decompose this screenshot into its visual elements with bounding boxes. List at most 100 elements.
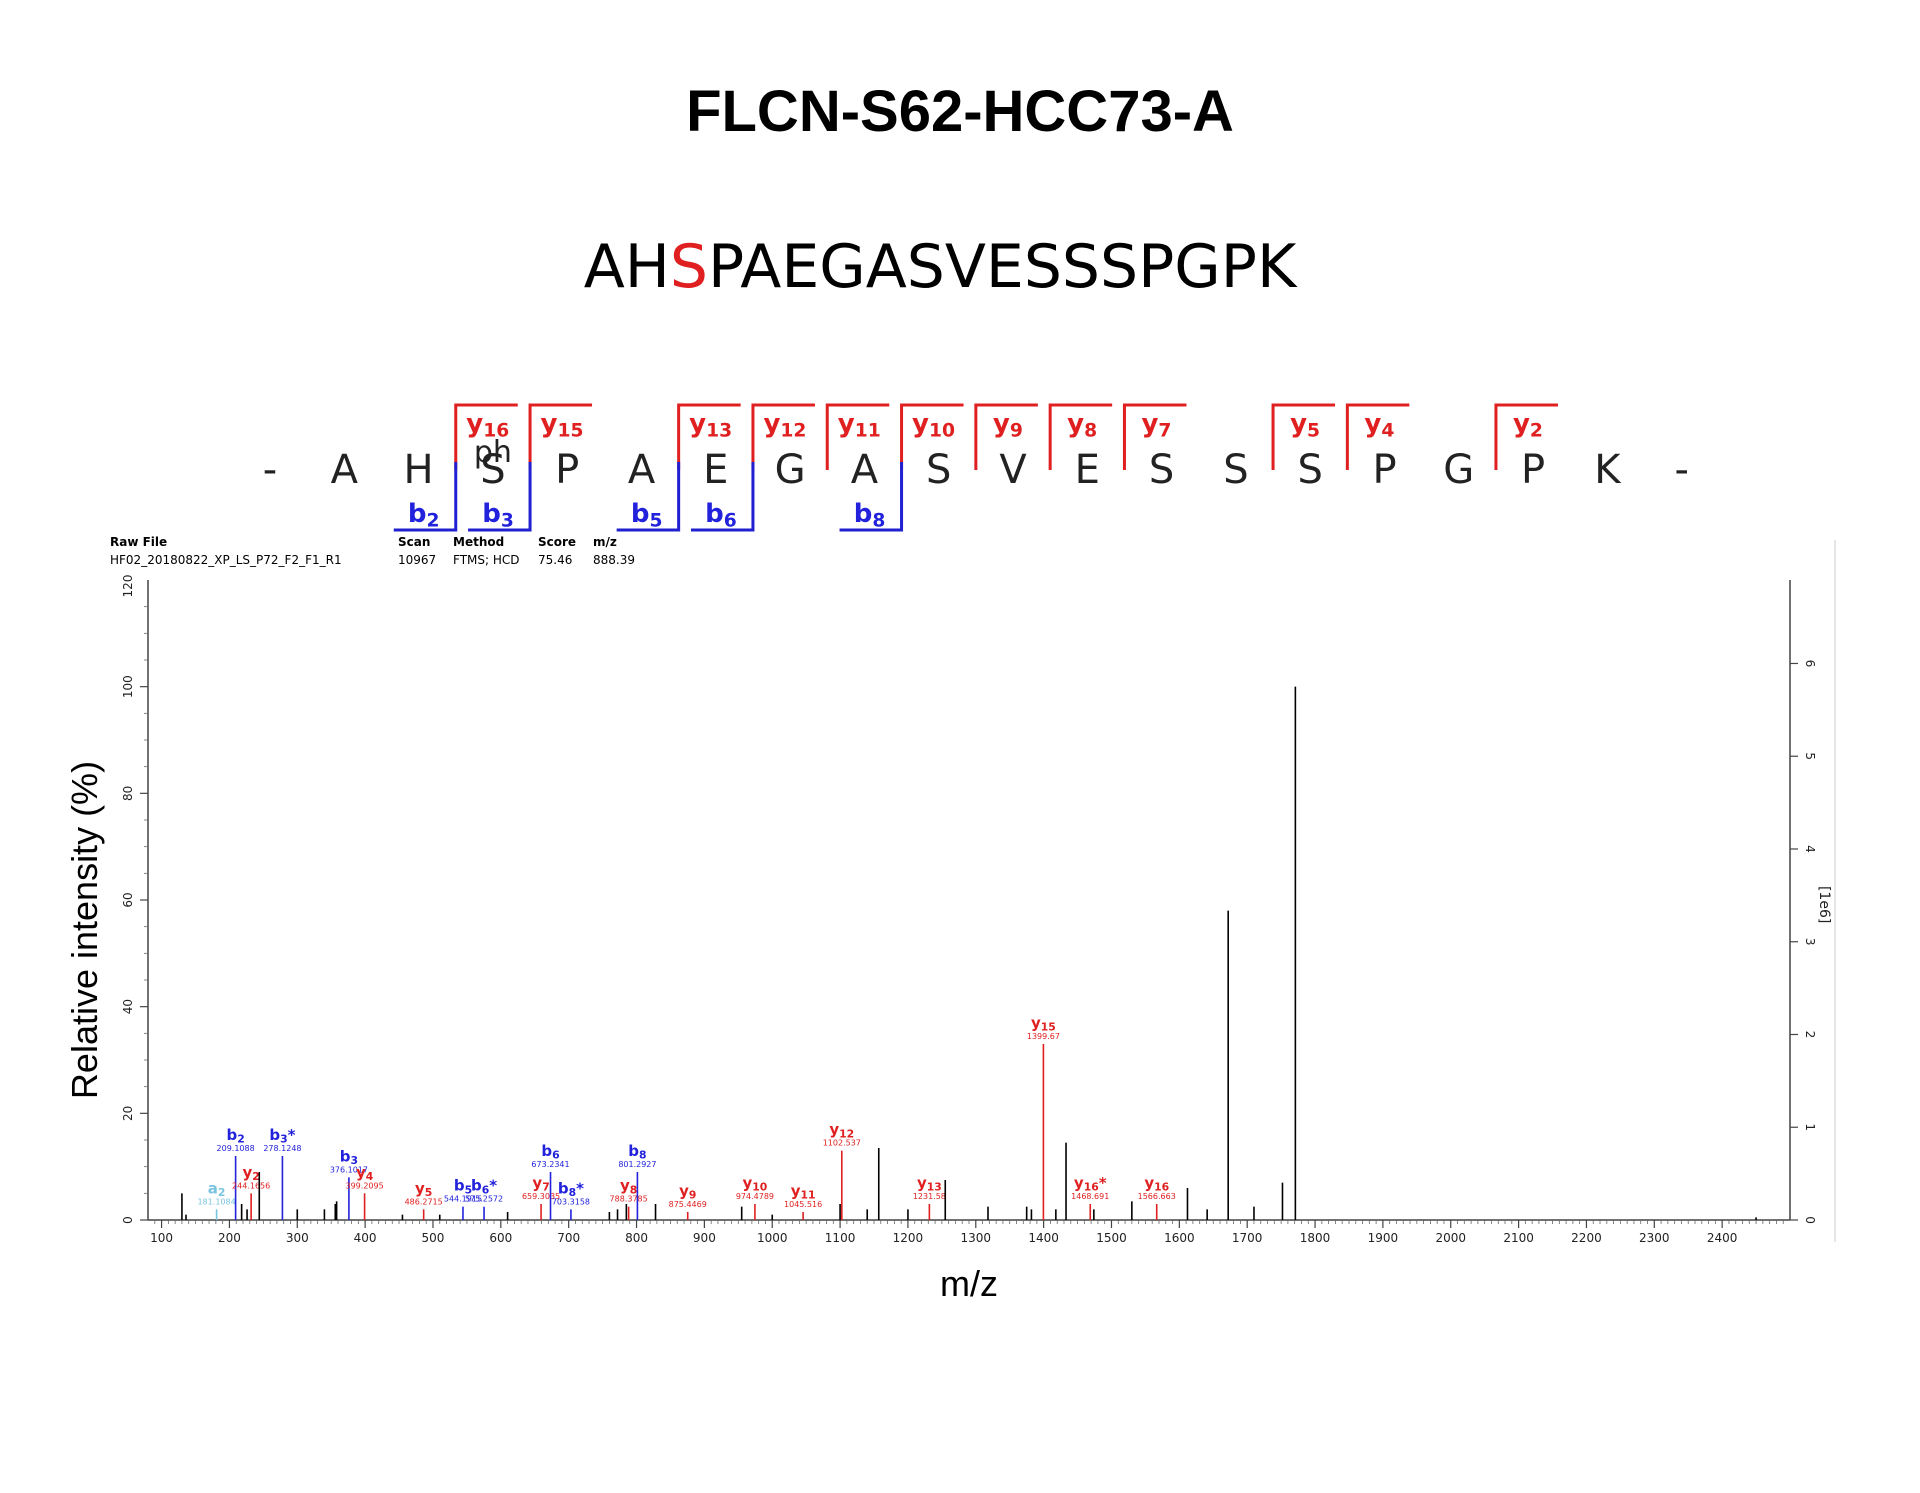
- y-ion-label-y8: y8: [1067, 409, 1097, 442]
- y2-tick-label-6: 6: [1803, 660, 1817, 668]
- residue-14: S: [1298, 447, 1323, 493]
- peak-label-y11: y11: [791, 1182, 816, 1202]
- x-tick-label-900: 900: [693, 1231, 716, 1245]
- info-header-0: Raw File: [110, 535, 167, 549]
- x-tick-label-1600: 1600: [1164, 1231, 1195, 1245]
- peak-label-y7: y7: [532, 1174, 549, 1194]
- info-header-4: m/z: [593, 535, 617, 549]
- peak-label-y12: y12: [829, 1121, 854, 1141]
- residue-4: P: [555, 447, 579, 493]
- y-ion-label-y7: y7: [1141, 409, 1171, 442]
- y-ion-label-y10: y10: [912, 409, 955, 442]
- peak-label-y16: y16: [1144, 1174, 1169, 1194]
- y2-tick-label-2: 2: [1803, 1031, 1817, 1039]
- peak-mz-y10: 974.4789: [736, 1192, 774, 1201]
- x-tick-label-1300: 1300: [961, 1231, 992, 1245]
- peak-label-y15: y15: [1031, 1014, 1056, 1034]
- peak-mz-b8*: 703.3158: [552, 1197, 590, 1206]
- residue-15: P: [1372, 447, 1396, 493]
- y-ion-bracket-y15: [528, 403, 593, 470]
- peptide-sequence: AHSPAEGASVESSSPGPK: [0, 232, 1880, 302]
- y-tick-label-40: 40: [121, 999, 135, 1014]
- peak-label-b8: b8: [628, 1142, 646, 1162]
- b-ion-bracket-b2: [393, 462, 458, 532]
- b-ion-bracket-b8: [839, 462, 904, 532]
- residue-1: A: [331, 447, 359, 493]
- x-tick-label-2100: 2100: [1503, 1231, 1534, 1245]
- y-ion-bracket-y5: [1271, 403, 1336, 470]
- peptide-suffix: PAEGASVESSSPGPK: [707, 232, 1297, 302]
- x-tick-label-400: 400: [354, 1231, 377, 1245]
- b-ion-label-b2: b2: [408, 499, 440, 532]
- peak-mz-y16: 1566.663: [1138, 1192, 1176, 1201]
- peak-mz-y2: 244.1656: [232, 1181, 270, 1190]
- peak-label-b8*: b8*: [558, 1179, 584, 1199]
- info-header-1: Scan: [398, 535, 430, 549]
- b-ion-label-b6: b6: [705, 499, 737, 532]
- y2-tick-label-0: 0: [1803, 1216, 1817, 1224]
- peak-label-b2: b2: [226, 1126, 244, 1146]
- residue-10: V: [999, 447, 1027, 493]
- y-ion-label-y16: y16: [466, 409, 509, 442]
- peak-label-y16*: y16*: [1074, 1174, 1107, 1194]
- x-tick-label-800: 800: [625, 1231, 648, 1245]
- residue-2: H: [404, 447, 434, 493]
- info-value-3: 75.46: [538, 553, 572, 567]
- peak-mz-y15: 1399.67: [1027, 1032, 1060, 1041]
- y2-tick-label-1: 1: [1803, 1123, 1817, 1131]
- peak-mz-y7: 659.3035: [522, 1192, 560, 1201]
- y-ion-bracket-y12: [751, 403, 815, 470]
- y-ion-label-y9: y9: [993, 409, 1023, 442]
- b-ion-bracket-b5: [616, 462, 681, 532]
- residue-5: A: [628, 447, 656, 493]
- peak-mz-a2: 181.1084: [198, 1197, 236, 1206]
- phospho-site: S: [669, 232, 708, 302]
- x-tick-label-2000: 2000: [1435, 1231, 1466, 1245]
- peak-mz-y8: 788.3785: [610, 1195, 648, 1204]
- peak-mz-y9: 875.4469: [669, 1200, 707, 1209]
- x-tick-label-500: 500: [422, 1231, 445, 1245]
- residue-11: E: [1075, 447, 1100, 493]
- y-ion-bracket-y10: [900, 403, 964, 470]
- residue-13: S: [1223, 447, 1248, 493]
- peptide-prefix: AH: [583, 232, 670, 302]
- x-tick-label-100: 100: [150, 1231, 173, 1245]
- y2-tick-label-4: 4: [1803, 845, 1817, 853]
- residue-16: G: [1443, 447, 1474, 493]
- y-axis-title: Relative intensity (%): [64, 761, 105, 1099]
- y-tick-label-100: 100: [121, 675, 135, 698]
- y-ion-label-y11: y11: [838, 409, 881, 442]
- x-tick-label-200: 200: [218, 1231, 241, 1245]
- x-tick-label-300: 300: [286, 1231, 309, 1245]
- y-ion-bracket-y11: [825, 403, 890, 470]
- peak-mz-b5: 544.1915: [444, 1195, 482, 1204]
- residue-18: K: [1594, 447, 1622, 493]
- peak-mz-b8: 801.2927: [618, 1160, 656, 1169]
- y-ion-label-y4: y4: [1364, 409, 1394, 442]
- residue-6: E: [703, 447, 728, 493]
- residue-0: -: [263, 447, 277, 493]
- peak-mz-b2: 209.1088: [217, 1144, 255, 1153]
- x-axis-title: m/z: [940, 1263, 998, 1304]
- residue-17: P: [1521, 447, 1545, 493]
- residue-3: S: [480, 447, 505, 493]
- peak-label-y9: y9: [679, 1182, 696, 1202]
- peak-label-b3: b3: [340, 1147, 358, 1167]
- peak-mz-y12: 1102.537: [823, 1139, 861, 1148]
- info-value-1: 10967: [398, 553, 436, 567]
- peak-label-a2: a2: [208, 1179, 226, 1199]
- info-value-4: 888.39: [593, 553, 635, 567]
- figure-title: FLCN-S62-HCC73-A: [686, 79, 1234, 144]
- peak-label-b5: b5: [454, 1177, 472, 1197]
- y-tick-label-20: 20: [121, 1106, 135, 1121]
- y2-tick-label-3: 3: [1803, 938, 1817, 946]
- y-ion-label-y12: y12: [763, 409, 806, 442]
- residue-19: -: [1674, 447, 1688, 493]
- b-ion-bracket-b3: [468, 462, 532, 532]
- residue-12: S: [1149, 447, 1174, 493]
- residue-8: A: [851, 447, 879, 493]
- peak-mz-b3*: 278.1248: [263, 1144, 301, 1153]
- peak-mz-y16*: 1468.691: [1071, 1192, 1109, 1201]
- peak-mz-y13: 1231.58: [913, 1192, 946, 1201]
